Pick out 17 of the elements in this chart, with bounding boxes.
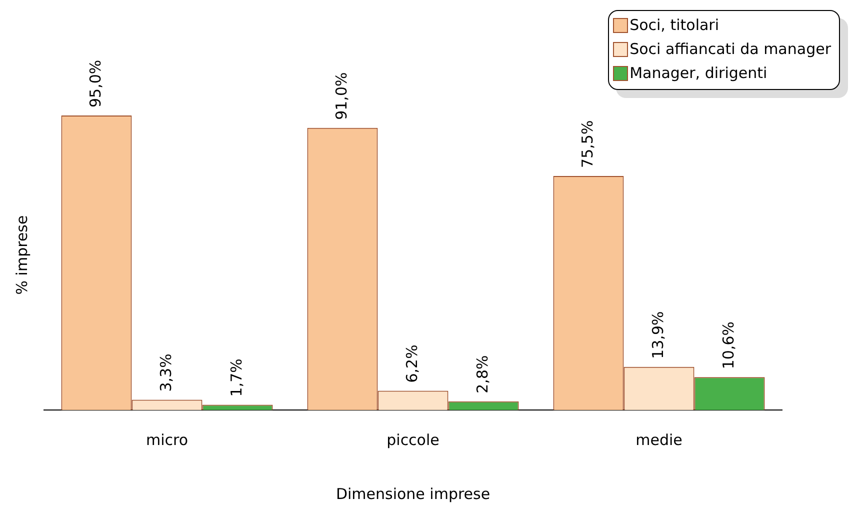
data-label: 1,7% [227, 358, 246, 397]
y-axis-title: % imprese [12, 215, 31, 295]
legend-label: Soci, titolari [630, 16, 720, 34]
data-label: 10,6% [719, 321, 738, 370]
data-label: 2,8% [473, 355, 492, 394]
x-tick-label: medie [636, 430, 682, 449]
data-label: 3,3% [156, 354, 175, 392]
data-label: 95,0% [86, 60, 104, 108]
legend-label: Manager, dirigenti [630, 64, 768, 82]
data-label: 13,9% [648, 311, 667, 359]
data-label: 75,5% [578, 120, 596, 168]
data-label: 91,0% [332, 72, 350, 120]
x-tick-label: piccole [386, 430, 440, 449]
x-tick-label: micro [146, 430, 188, 449]
data-label: 6,2% [402, 344, 421, 383]
legend-label: Soci affiancati da manager [630, 40, 831, 58]
x-axis-title: Dimensione imprese [336, 484, 490, 503]
